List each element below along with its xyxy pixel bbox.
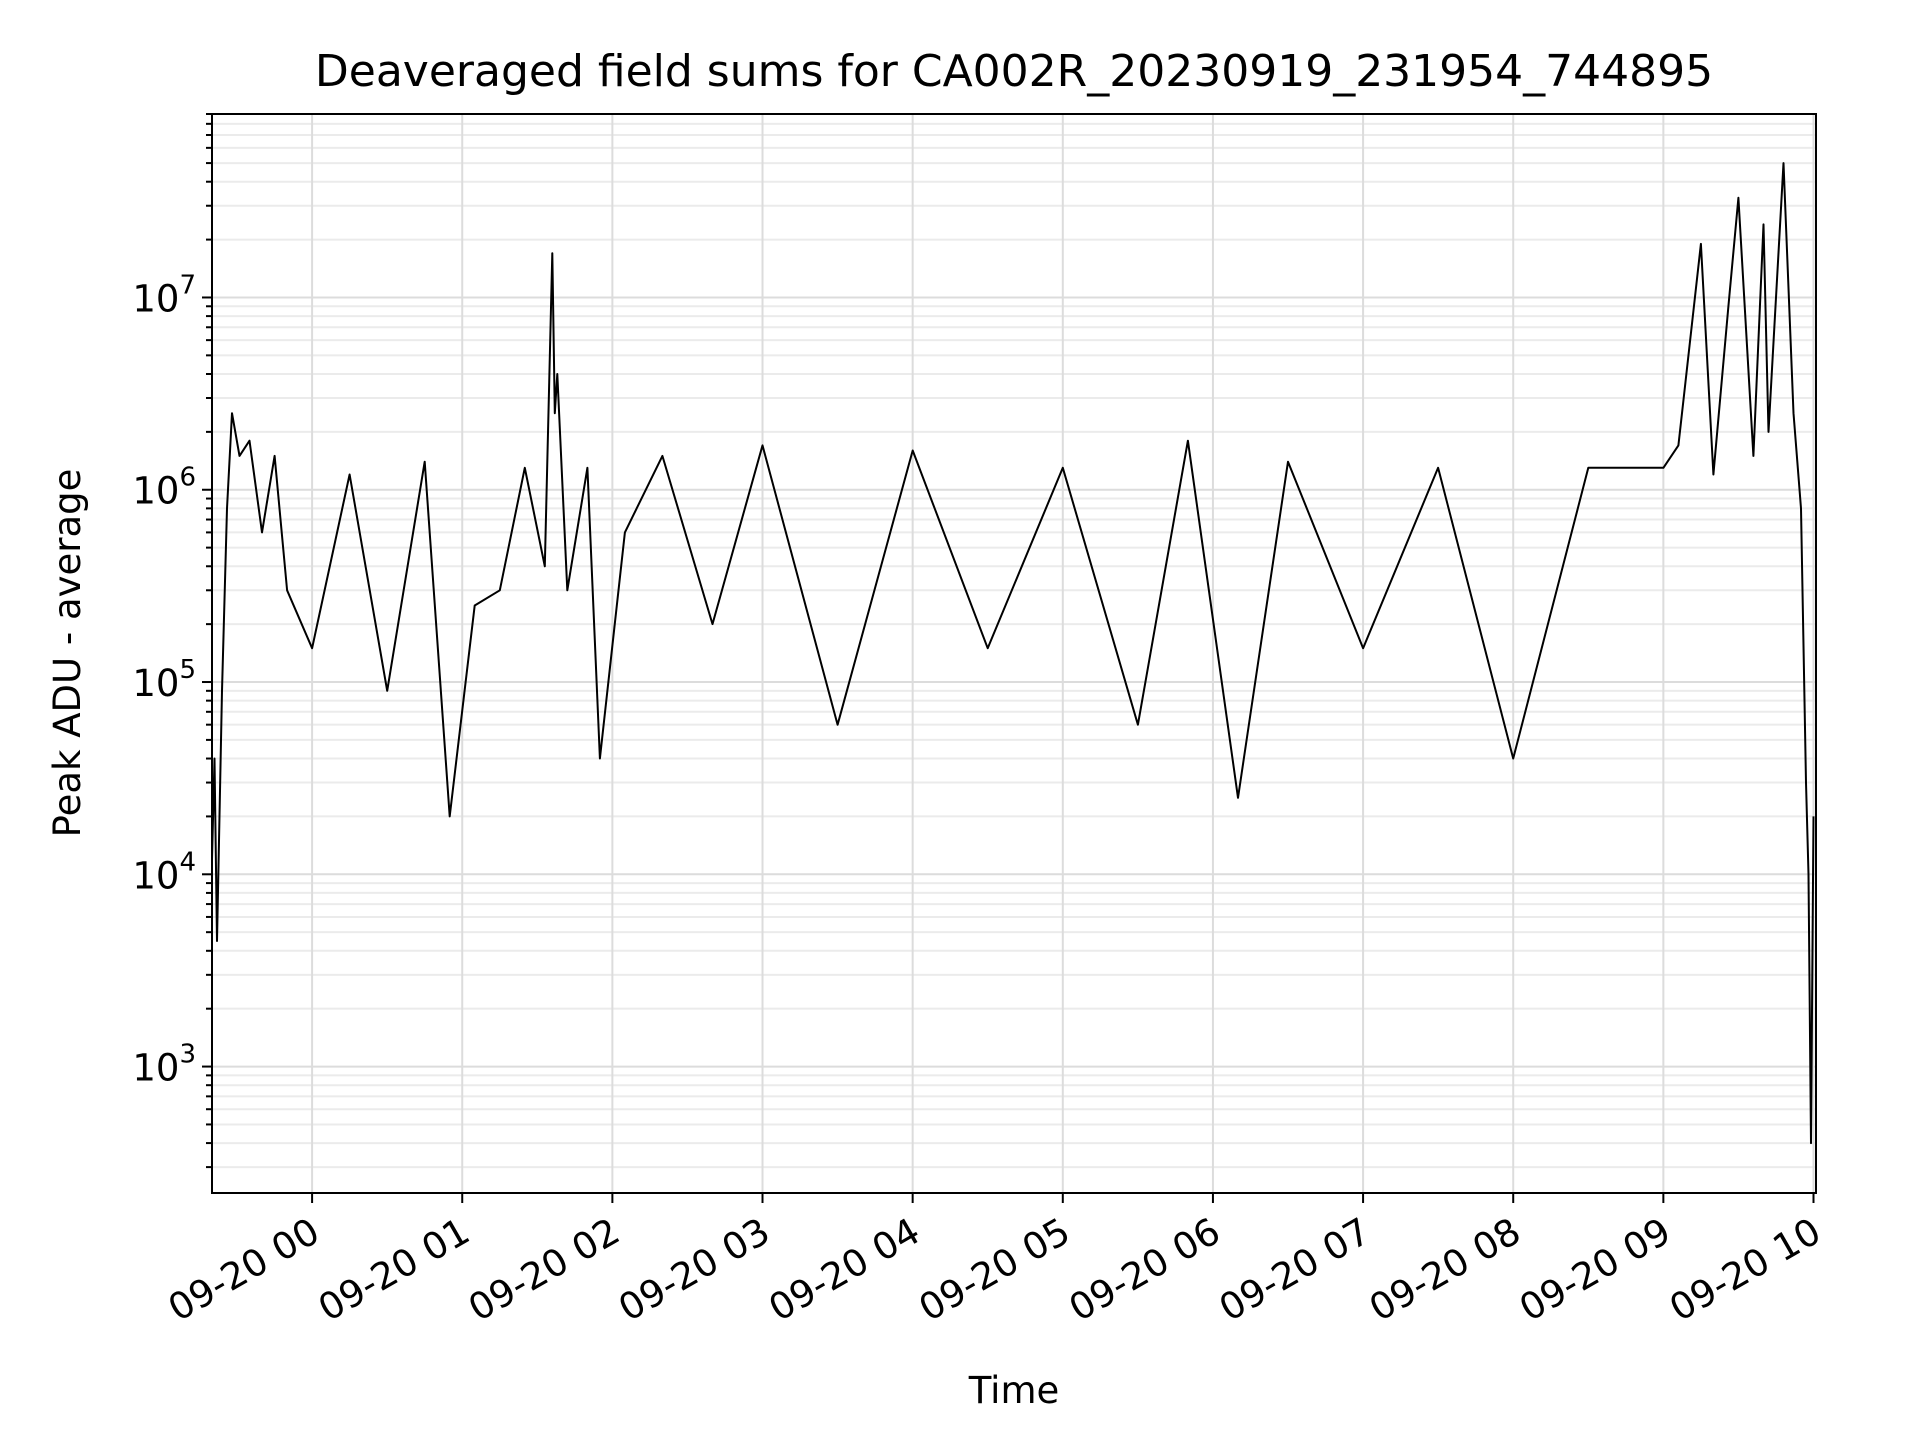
chart-title: Deaveraged field sums for CA002R_2023091… [315, 46, 1713, 97]
y-tick-label: 105 [132, 655, 196, 705]
x-axis-label: Time [968, 1369, 1060, 1412]
y-tick-label: 104 [132, 847, 196, 897]
y-axis-label: Peak ADU - average [46, 469, 89, 838]
data-series-line [211, 162, 1815, 1145]
y-tick-label: 107 [132, 270, 196, 320]
axes-frame [211, 113, 1817, 1194]
data-layer [211, 162, 1815, 1145]
grid-layer [212, 113, 1816, 1193]
y-tick-label: 103 [132, 1040, 196, 1090]
y-tick-label: 106 [132, 463, 196, 513]
